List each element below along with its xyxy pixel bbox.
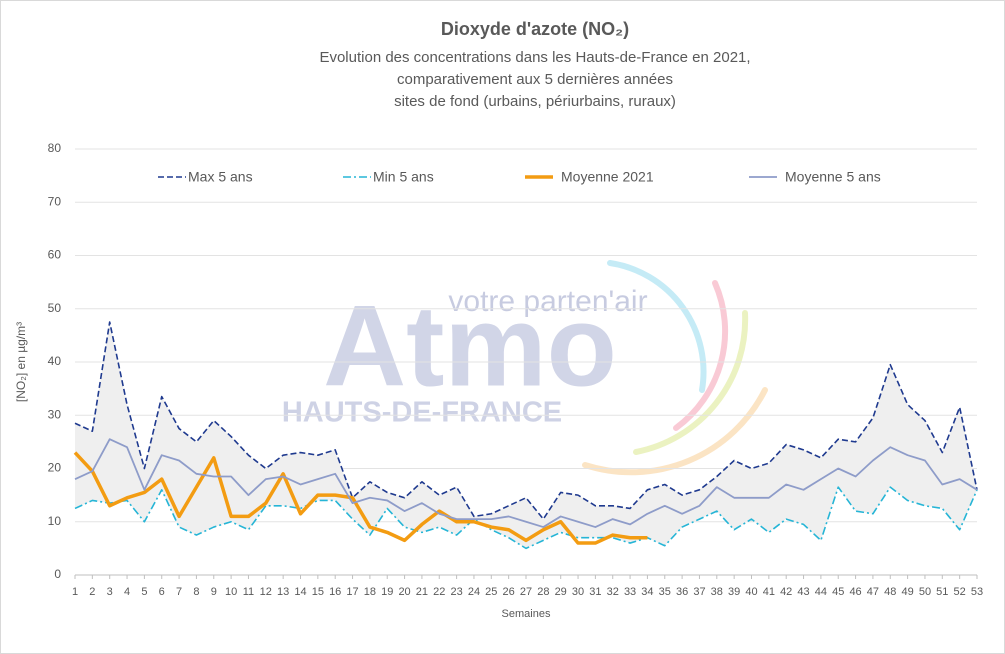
watermark-region: HAUTS-DE-FRANCE [282,397,562,429]
x-tick-label: 16 [329,586,341,598]
x-tick-label: 13 [277,586,289,598]
x-tick-label: 37 [693,586,705,598]
x-tick-label: 15 [312,586,324,598]
x-tick-label: 35 [659,586,671,598]
x-tick-label: 26 [503,586,515,598]
x-tick-label: 45 [832,586,844,598]
x-tick-label: 1 [72,586,78,598]
x-tick-label: 5 [141,586,147,598]
legend-item: Min 5 ans [343,169,434,185]
x-tick-label: 7 [176,586,182,598]
y-tick-label: 0 [54,567,61,581]
x-tick-label: 46 [849,586,861,598]
x-tick-label: 33 [624,586,636,598]
x-tick-label: 2 [89,586,95,598]
chart-subtitle: sites de fond (urbains, périurbains, rur… [394,93,676,110]
legend-label: Min 5 ans [373,169,434,185]
x-tick-label: 11 [243,586,254,598]
x-tick-label: 28 [537,586,549,598]
x-tick-label: 51 [936,586,948,598]
x-tick-label: 41 [763,586,775,598]
x-tick-label: 12 [260,586,272,598]
series-line [74,321,978,520]
x-tick-label: 24 [468,586,480,598]
series-line [74,438,978,528]
x-tick-label: 39 [728,586,740,598]
x-tick-label: 42 [780,586,792,598]
x-tick-label: 9 [211,586,217,598]
y-tick-label: 50 [48,301,62,315]
x-tick-label: 47 [867,586,879,598]
legend-label: Moyenne 5 ans [785,169,881,185]
x-tick-label: 4 [124,586,130,598]
x-tick-label: 21 [416,586,428,598]
y-axis-title: [NO₂] en µg/m³ [14,322,28,402]
x-tick-label: 27 [520,586,532,598]
legend-item: Max 5 ans [158,169,253,185]
legend-item: Moyenne 5 ans [749,169,881,185]
x-tick-label: 29 [555,586,567,598]
y-tick-label: 70 [48,194,62,208]
y-tick-label: 40 [48,354,62,368]
y-tick-label: 30 [48,407,62,421]
legend-item: Moyenne 2021 [525,169,654,185]
x-tick-label: 22 [433,586,445,598]
x-tick-label: 10 [225,586,237,598]
legend-label: Max 5 ans [188,169,253,185]
x-tick-label: 48 [884,586,896,598]
chart-subtitle: Evolution des concentrations dans les Ha… [319,49,750,66]
x-tick-label: 31 [589,586,601,598]
y-tick-label: 20 [48,461,62,475]
x-tick-label: 18 [364,586,376,598]
x-tick-label: 19 [381,586,393,598]
x-tick-label: 6 [159,586,165,598]
x-tick-label: 49 [901,586,913,598]
x-tick-label: 20 [398,586,410,598]
x-tick-label: 3 [107,586,113,598]
x-tick-label: 50 [919,586,931,598]
series-line [73,451,648,545]
y-tick-label: 10 [48,514,62,528]
watermark-logo: Atmo [323,282,617,410]
x-tick-label: 34 [641,586,653,598]
x-tick-label: 38 [711,586,723,598]
x-tick-label: 53 [971,586,983,598]
x-axis-title: Semaines [502,608,551,620]
range-band [75,322,977,549]
x-tick-label: 43 [797,586,809,598]
series-line [74,486,978,550]
y-tick-label: 80 [48,141,62,155]
x-tick-label: 40 [745,586,757,598]
watermark-tagline: votre parten'air [448,285,647,318]
x-tick-label: 17 [346,586,358,598]
chart-title: Dioxyde d'azote (NO₂) [441,19,629,39]
x-tick-label: 30 [572,586,584,598]
x-tick-label: 14 [294,586,306,598]
x-tick-label: 52 [954,586,966,598]
x-tick-label: 36 [676,586,688,598]
legend-label: Moyenne 2021 [561,169,654,185]
x-tick-label: 23 [450,586,462,598]
x-tick-label: 44 [815,586,827,598]
y-tick-label: 60 [48,248,62,262]
x-tick-label: 25 [485,586,497,598]
x-tick-label: 8 [193,586,199,598]
x-tick-label: 32 [607,586,619,598]
chart-subtitle: comparativement aux 5 dernières années [397,71,673,88]
